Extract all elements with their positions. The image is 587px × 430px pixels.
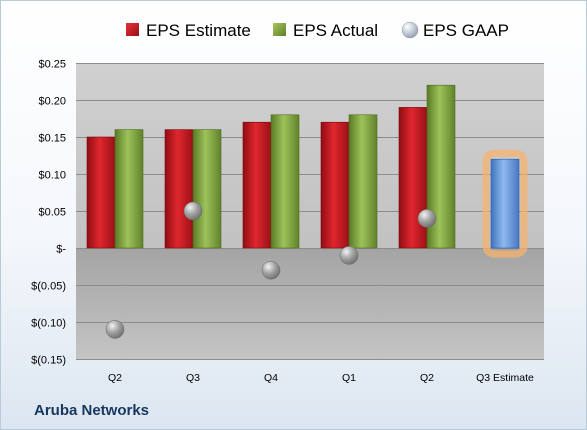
y-axis: $0.25 $0.20 $0.15 $0.10 $0.05 $- $(0.05) $(0.10… — [31, 59, 66, 367]
legend-marker — [273, 23, 286, 36]
legend-label: EPS Estimate — [146, 21, 251, 40]
bar-eps-estimate — [86, 136, 116, 249]
bar-eps-estimate — [164, 129, 194, 249]
q3-estimate-glow — [482, 149, 528, 258]
legend-marker-eps-gaap — [401, 21, 419, 39]
bar-eps-estimate — [398, 107, 428, 249]
x-tick-label: Q4 — [264, 372, 278, 384]
legend-marker — [126, 23, 139, 36]
legend: EPS Estimate EPS Actual EPS GAAP — [126, 21, 509, 40]
y-tick-label: $0.15 — [38, 133, 66, 145]
bar-eps-actual — [348, 114, 378, 249]
x-tick-label: Q2 — [420, 372, 434, 384]
bar-eps-estimate — [242, 121, 272, 249]
x-axis: Q2 Q3 Q4 Q1 Q2 Q3 Estimate — [108, 372, 534, 384]
legend-label: EPS GAAP — [423, 21, 509, 40]
legend-label: EPS Actual — [293, 21, 378, 40]
x-tick-label: Q1 — [342, 372, 356, 384]
y-tick-label: $(0.05) — [31, 281, 66, 293]
company-name: Aruba Networks — [34, 402, 150, 419]
x-tick-label: Q2 — [108, 372, 122, 384]
point-eps-gaap — [105, 320, 125, 339]
plot-background — [76, 63, 544, 359]
bar-eps-actual — [270, 114, 300, 249]
grid-lines — [76, 63, 544, 360]
y-tick-label: $0.10 — [38, 170, 66, 182]
point-eps-gaap — [417, 209, 437, 228]
bars — [86, 84, 528, 258]
y-tick-label: $0.05 — [38, 207, 66, 219]
plot-bg-positive — [76, 63, 544, 248]
point-eps-gaap — [183, 201, 203, 221]
bar-eps-actual — [192, 129, 222, 249]
bar-eps-actual — [114, 129, 144, 249]
point-eps-gaap — [339, 246, 359, 265]
x-tick-label: Q3 — [186, 372, 200, 384]
y-tick-label: $0.20 — [38, 96, 66, 108]
plot-bg-negative — [76, 248, 544, 359]
y-tick-label: $0.25 — [38, 59, 66, 71]
bar-eps-estimate — [320, 121, 350, 249]
point-eps-gaap — [261, 260, 281, 280]
gaap-points — [105, 201, 437, 339]
bar-q3-estimate — [490, 158, 520, 249]
y-tick-label: $(0.10) — [31, 318, 66, 330]
y-tick-label: $(0.15) — [31, 355, 66, 367]
x-tick-label: Q3 Estimate — [476, 372, 534, 384]
y-tick-label: $- — [56, 244, 66, 256]
